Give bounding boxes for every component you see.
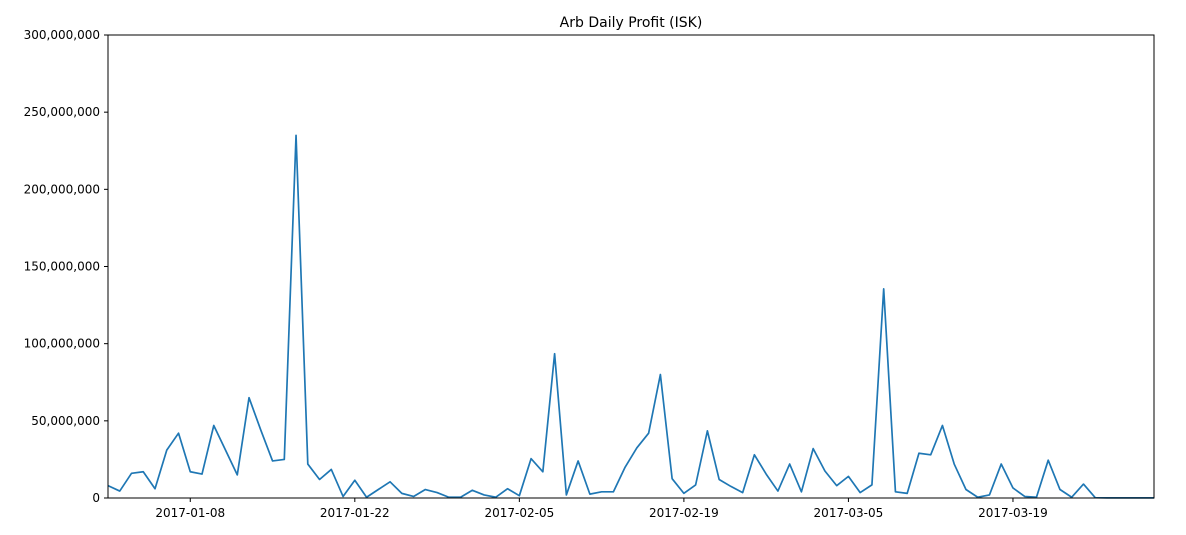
y-tick-label: 250,000,000 [24,105,100,119]
y-tick-label: 50,000,000 [31,414,100,428]
x-tick-label: 2017-01-22 [320,506,390,520]
x-tick-label: 2017-01-08 [155,506,225,520]
plot-frame [107,34,1155,499]
y-axis: 0 50,000,000 100,000,000 150,000,000 200,000… [24,28,108,505]
y-tick-label: 200,000,000 [24,182,100,196]
x-tick-label: 2017-03-19 [978,506,1048,520]
series-line [107,134,1154,499]
x-axis: 2017-01-08 2017-01-22 2017-02-05 2017-02-19… [155,498,1048,520]
y-tick-label: 300,000,000 [24,28,100,42]
x-tick-label: 2017-02-19 [649,506,719,520]
y-tick-label: 150,000,000 [24,260,100,274]
x-tick-label: 2017-03-05 [814,506,884,520]
y-tick-label: 0 [92,491,100,505]
x-tick-label: 2017-02-05 [484,506,554,520]
y-tick-label: 100,000,000 [24,337,100,351]
chart-title: Arb Daily Profit (ISK) [560,15,703,31]
